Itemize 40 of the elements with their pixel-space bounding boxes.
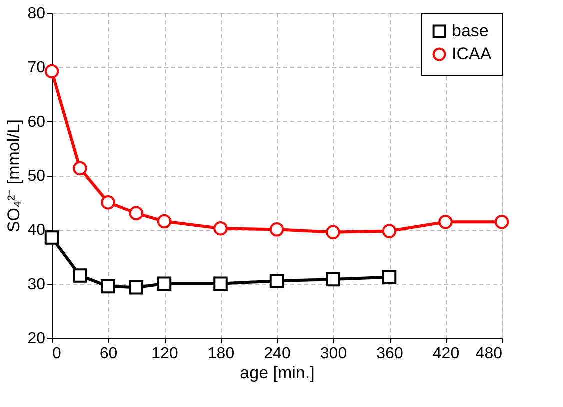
- point: [157, 214, 172, 229]
- point: [101, 195, 116, 210]
- point: [326, 225, 340, 240]
- point: [214, 221, 228, 236]
- point: [438, 214, 453, 230]
- point: [382, 270, 397, 284]
- x-tick-label: 60: [100, 346, 118, 362]
- x-tick-label: 300: [320, 346, 348, 362]
- point: [157, 276, 172, 291]
- x-tick-label: 0: [52, 346, 62, 362]
- point: [44, 230, 60, 245]
- x-tick-label: 120: [152, 346, 178, 362]
- point: [101, 279, 116, 294]
- point: [214, 276, 228, 291]
- point: [44, 64, 60, 79]
- point: [73, 161, 88, 176]
- x-tick-label: 480: [476, 346, 503, 362]
- x-tick-label: 180: [208, 346, 235, 362]
- point: [494, 214, 510, 230]
- point: [73, 268, 88, 283]
- y-tick-label: 40: [28, 222, 46, 240]
- point: [326, 272, 340, 287]
- x-axis-title: age [min.]: [240, 364, 315, 382]
- x-tick-label: 240: [264, 346, 291, 362]
- y-tick-label: 50: [28, 168, 46, 185]
- point: [270, 222, 284, 237]
- y-tick-label: 80: [28, 6, 46, 22]
- y-tick-label: 20: [28, 330, 46, 348]
- x-tick-label: 420: [432, 346, 460, 362]
- x-tick-label: 360: [376, 346, 404, 362]
- legend-label: ICAA: [452, 44, 492, 64]
- y-tick-label: 60: [28, 114, 46, 131]
- point: [270, 274, 284, 288]
- legend-label: base: [452, 22, 489, 40]
- y-tick-label: 30: [28, 276, 46, 294]
- point: [382, 224, 397, 238]
- y-tick-label: 70: [28, 60, 46, 77]
- point: [129, 280, 144, 295]
- point: [129, 206, 144, 221]
- y-axis-title: SO₄²⁻ [mmol/L]: [4, 119, 24, 233]
